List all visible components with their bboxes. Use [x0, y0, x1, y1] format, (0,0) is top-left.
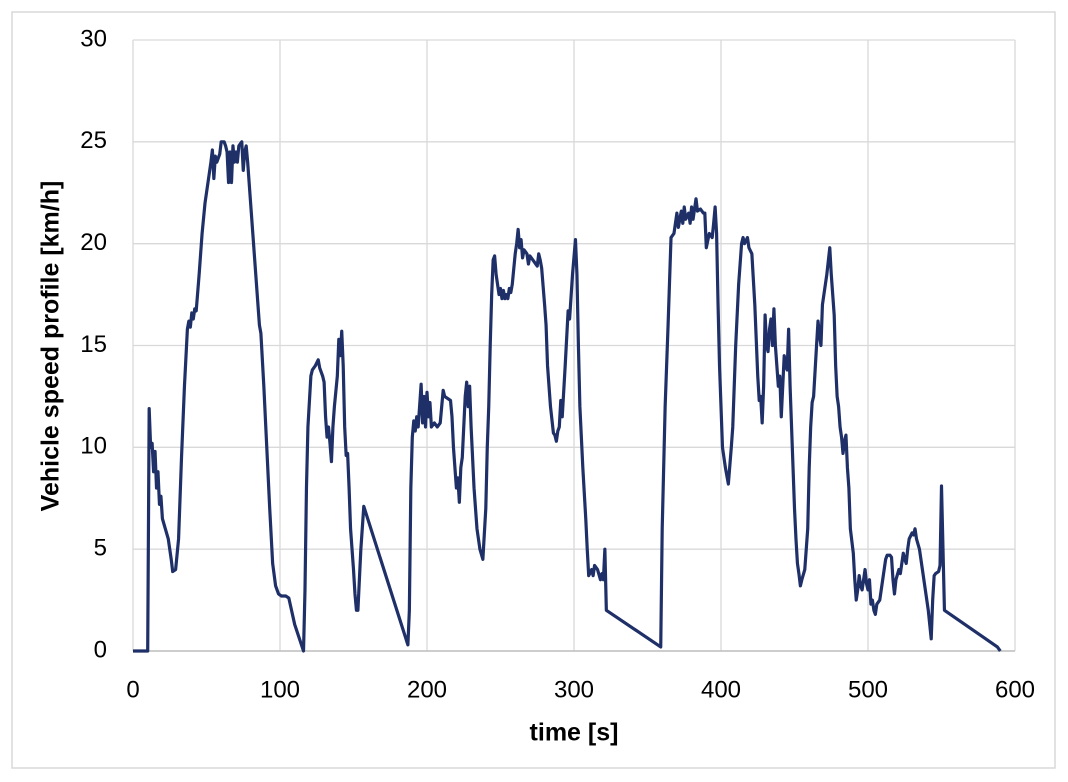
y-tick-label: 25 — [80, 127, 107, 154]
y-axis-label: Vehicle speed profile [km/h] — [37, 181, 65, 512]
y-tick-label: 0 — [94, 636, 107, 663]
y-tick-label: 15 — [80, 331, 107, 358]
x-tick-label: 400 — [701, 676, 741, 703]
x-axis-label: time [s] — [530, 719, 619, 747]
y-tick-label: 20 — [80, 229, 107, 256]
y-tick-label: 30 — [80, 25, 107, 52]
y-tick-label: 10 — [80, 433, 107, 460]
x-tick-label: 100 — [260, 676, 300, 703]
x-tick-label: 200 — [407, 676, 447, 703]
chart-border — [11, 11, 1056, 769]
speed-line — [133, 140, 1002, 653]
x-tick-label: 0 — [126, 676, 139, 703]
x-tick-label: 600 — [995, 676, 1035, 703]
x-tick-label: 500 — [848, 676, 888, 703]
x-tick-label: 300 — [554, 676, 594, 703]
y-tick-label: 5 — [94, 535, 107, 562]
